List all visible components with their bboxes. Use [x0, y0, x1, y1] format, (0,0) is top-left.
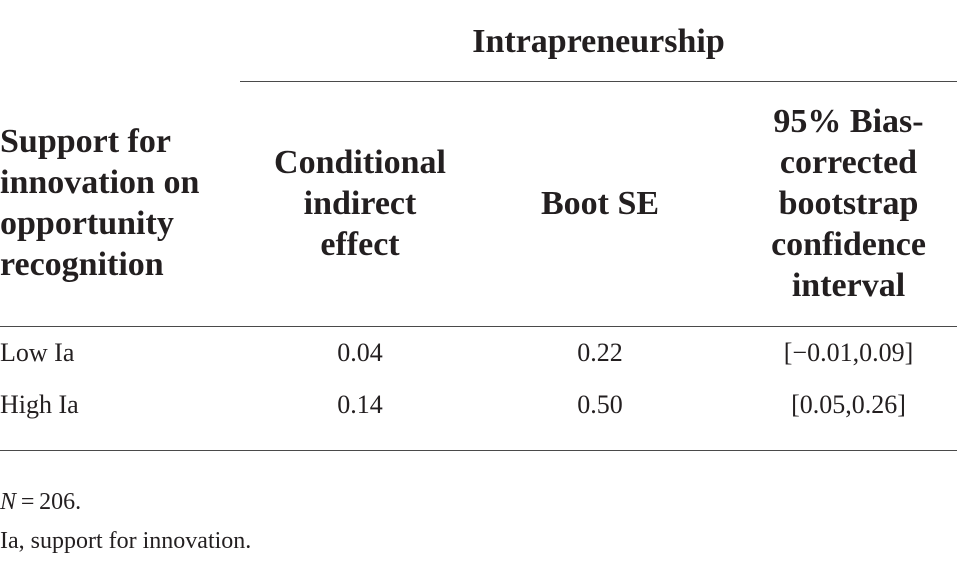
column-header-line: bootstrap [778, 184, 919, 222]
row-header-line: Support for [0, 123, 171, 160]
table-cell-effect: 0.14 [337, 390, 383, 419]
group-header-rule [240, 81, 957, 82]
column-header-line: corrected [779, 143, 918, 181]
row-header-line: innovation on [0, 164, 200, 201]
column-header-line: 95% Bias- [773, 102, 924, 140]
table-cell-ci: [0.05,0.26] [791, 390, 906, 419]
table-row-label: Low Ia [0, 338, 75, 367]
header-body-rule [0, 326, 957, 327]
table-bottom-rule [0, 450, 957, 451]
column-header-line: indirect [303, 184, 417, 222]
group-header-intrapreneurship: Intrapreneurship [472, 23, 725, 60]
table-cell-boot-se: 0.22 [577, 338, 623, 367]
row-header: Support for innovation on opportunity re… [0, 100, 240, 306]
n-symbol: N [0, 489, 17, 515]
n-value: = 206. [16, 489, 82, 515]
column-header-line: effect [320, 225, 400, 263]
abbreviation-note: Ia, support for innovation. [0, 528, 252, 554]
column-header-line: Conditional [274, 143, 446, 181]
table-cell-ci: [−0.01,0.09] [783, 338, 914, 367]
sample-size-note: N = 206. [0, 487, 957, 517]
row-header-line: opportunity [0, 205, 174, 242]
column-header-confidence-interval: 95% Bias- corrected bootstrap confidence… [740, 100, 957, 306]
column-header-line: confidence [771, 225, 926, 263]
column-header-conditional-indirect-effect: Conditional indirect effect [255, 100, 465, 306]
row-header-line: recognition [0, 246, 164, 283]
column-header-boot-se: Boot SE [505, 100, 695, 306]
table-cell-effect: 0.04 [337, 338, 383, 367]
column-header-line: interval [791, 266, 906, 304]
table-row-label: High Ia [0, 390, 79, 419]
table-cell-boot-se: 0.50 [577, 390, 623, 419]
column-header-line: Boot SE [540, 184, 660, 222]
